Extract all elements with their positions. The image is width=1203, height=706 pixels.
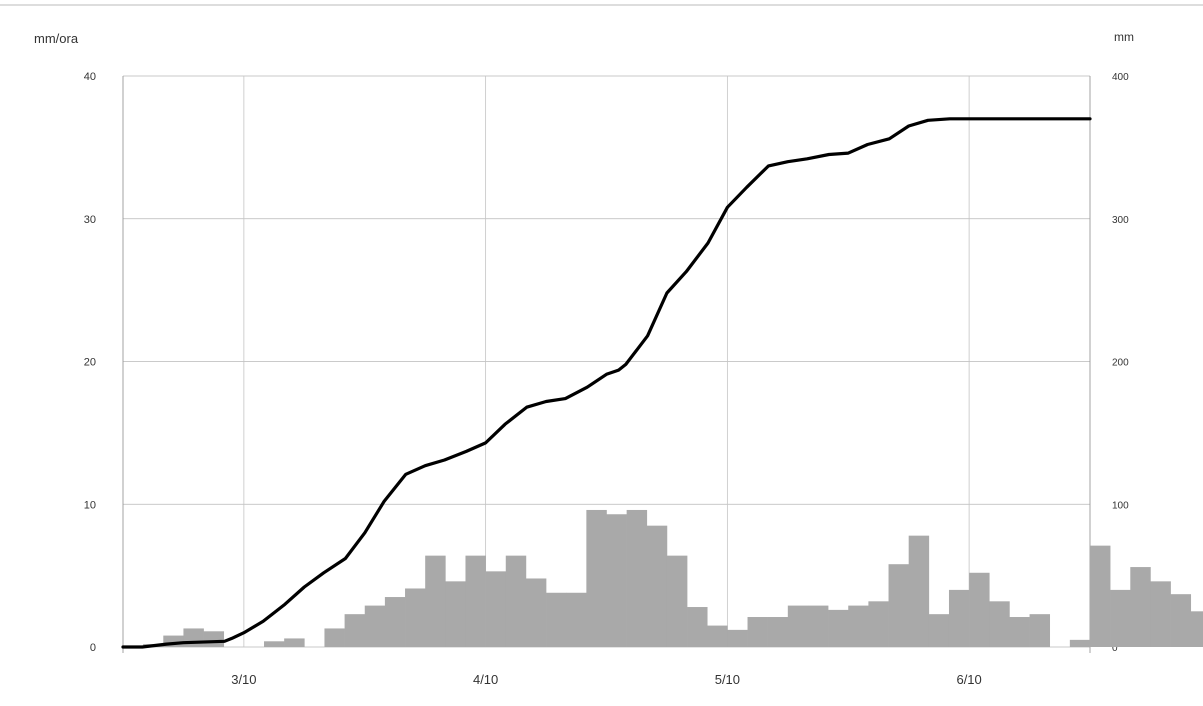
rain-bar bbox=[828, 609, 849, 647]
rain-bar bbox=[525, 578, 547, 647]
rain-bar bbox=[1090, 545, 1111, 647]
rain-bar bbox=[868, 601, 889, 647]
y-right-tick-label: 0 bbox=[1112, 643, 1118, 654]
rain-bar bbox=[908, 535, 930, 647]
y-left-tick-label: 10 bbox=[84, 499, 96, 511]
y-left-tick-label: 0 bbox=[90, 642, 96, 654]
rain-bar bbox=[606, 514, 627, 647]
rain-bar bbox=[948, 589, 970, 647]
x-tick-label: 6/10 bbox=[956, 672, 981, 687]
rain-bar bbox=[1150, 581, 1171, 647]
rain-bar bbox=[848, 605, 869, 647]
rain-bar bbox=[183, 628, 204, 647]
x-tick-label: 5/10 bbox=[715, 672, 740, 687]
rain-bar bbox=[405, 588, 426, 647]
rain-bar bbox=[586, 509, 607, 647]
rain-bar bbox=[1069, 639, 1091, 647]
rain-bar bbox=[969, 572, 990, 647]
rain-bar bbox=[425, 555, 446, 647]
left-axis-unit-label: mm/ora bbox=[34, 31, 79, 46]
y-left-tick-label: 20 bbox=[84, 357, 96, 369]
rain-bar bbox=[465, 555, 486, 647]
rain-bar bbox=[1009, 617, 1030, 647]
y-right-tick-label: 300 bbox=[1112, 215, 1129, 226]
rain-bar bbox=[1110, 589, 1131, 647]
rain-bar bbox=[888, 564, 909, 647]
rain-bar bbox=[767, 617, 789, 647]
rain-bar bbox=[485, 571, 507, 647]
y-left-tick-label: 30 bbox=[84, 214, 96, 226]
rain-bar bbox=[384, 597, 406, 647]
rain-bar bbox=[727, 629, 748, 647]
x-tick-label: 4/10 bbox=[473, 672, 498, 687]
rain-bar bbox=[364, 605, 386, 647]
x-tick-label: 3/10 bbox=[231, 672, 256, 687]
right-axis-unit-label: mm bbox=[1114, 30, 1134, 44]
rain-bar bbox=[646, 525, 668, 647]
rain-bar bbox=[163, 635, 184, 647]
y-right-tick-label: 200 bbox=[1112, 358, 1129, 369]
rain-bar bbox=[546, 592, 567, 647]
rain-bar bbox=[687, 607, 708, 647]
rain-bar bbox=[284, 638, 305, 647]
rain-bar bbox=[1130, 567, 1151, 647]
cumulative-rain-line bbox=[121, 117, 1092, 649]
rain-bar bbox=[666, 555, 688, 647]
y-left-tick-label: 40 bbox=[84, 71, 96, 83]
rain-bar bbox=[747, 617, 768, 647]
rain-bar bbox=[324, 628, 345, 647]
rain-bar bbox=[1170, 594, 1192, 647]
rain-bar bbox=[505, 555, 527, 647]
rain-bar bbox=[626, 509, 648, 647]
y-right-tick-label: 400 bbox=[1112, 72, 1129, 83]
rain-bar bbox=[344, 614, 366, 647]
rain-bar bbox=[203, 631, 225, 647]
rain-bar bbox=[264, 641, 285, 647]
rain-bar bbox=[787, 605, 809, 647]
rain-bar bbox=[928, 614, 950, 647]
rain-bar bbox=[1029, 614, 1051, 647]
rain-bar bbox=[807, 605, 829, 647]
rain-bar bbox=[707, 625, 728, 647]
rain-bar bbox=[989, 601, 1010, 647]
rain-bar bbox=[1190, 611, 1203, 647]
rain-bar bbox=[566, 592, 587, 647]
rain-bar bbox=[445, 581, 466, 647]
y-right-tick-label: 100 bbox=[1112, 500, 1129, 511]
